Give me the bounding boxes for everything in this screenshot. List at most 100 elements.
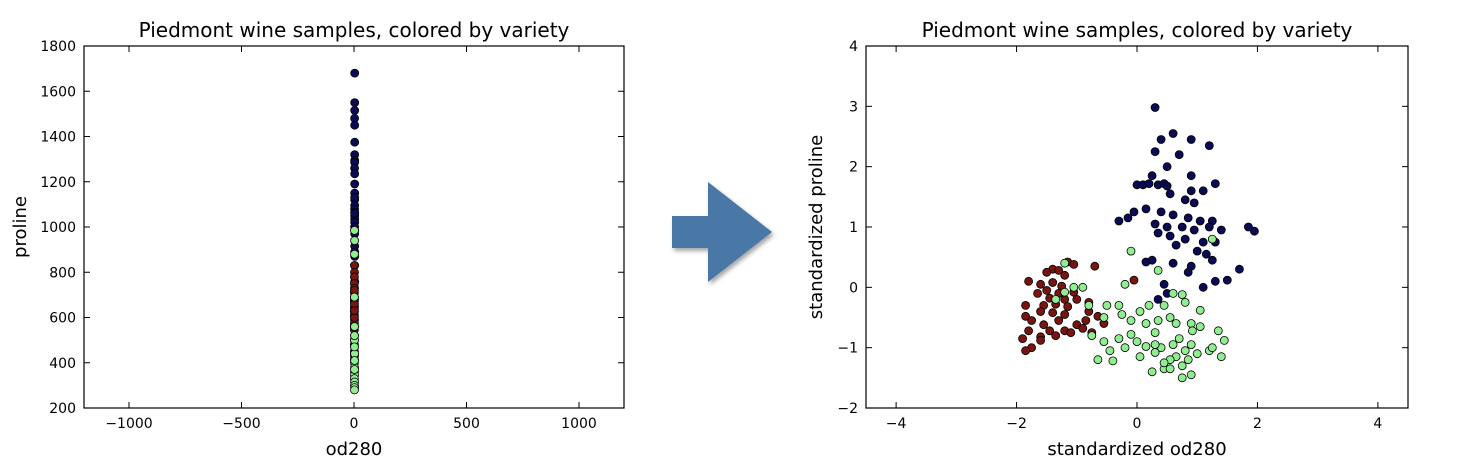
chart-left-point-series-2 (350, 225, 359, 235)
chart-right-point-series-2 (1165, 364, 1175, 374)
chart-right-point-series-0 (1210, 179, 1220, 189)
chart-left-point-series-0 (350, 179, 360, 189)
right-arrow-icon (672, 182, 772, 282)
chart-left-point-series-2 (350, 322, 359, 332)
chart-right-point-series-0 (1186, 186, 1196, 196)
chart-right-point-series-0 (1186, 171, 1196, 181)
chart-left-x-tick-label: −500 (222, 416, 260, 432)
chart-right-y-tick-label: 1 (849, 220, 858, 236)
chart-right-point-series-0 (1186, 135, 1196, 144)
chart-left-y-tick-label: 1600 (40, 84, 76, 100)
chart-right-point-series-2 (1186, 340, 1196, 350)
chart-right-point-series-2 (1177, 361, 1187, 371)
chart-right-point-series-0 (1159, 279, 1169, 289)
chart-right-point-series-2 (1177, 290, 1187, 300)
chart-right-point-series-2 (1192, 349, 1202, 359)
chart-left-point-series-0 (350, 208, 360, 218)
chart-right-point-series-0 (1198, 237, 1208, 247)
chart-right-point-series-0 (1153, 228, 1163, 238)
chart-left-point-series-0 (350, 106, 360, 115)
chart-right-point-series-2 (1114, 300, 1124, 310)
chart-right-point-series-0 (1180, 195, 1190, 205)
chart-right-point-series-2 (1120, 343, 1130, 353)
chart-right-point-series-2 (1069, 282, 1079, 292)
chart-right-point-series-2 (1153, 316, 1163, 325)
chart-right-y-tick-label: 2 (849, 160, 858, 176)
chart-right-point-series-0 (1180, 234, 1190, 244)
chart-right-point-series-0 (1183, 213, 1193, 223)
chart-right-point-series-1 (1036, 335, 1045, 345)
chart-right-point-series-0 (1222, 275, 1232, 285)
chart-right: Piedmont wine samples, colored by variet… (806, 18, 1409, 460)
chart-left-y-tick-label: 1400 (40, 130, 76, 146)
chart-right-point-series-1 (1063, 302, 1073, 312)
chart-right-point-series-2 (1150, 328, 1160, 338)
chart-right-point-series-2 (1132, 337, 1142, 347)
chart-right-point-series-1 (1090, 261, 1100, 271)
chart-left-x-tick-label: −1000 (105, 416, 152, 432)
chart-right-point-series-0 (1168, 210, 1178, 220)
chart-right-point-series-2 (1099, 313, 1109, 322)
chart-right-point-series-0 (1198, 186, 1208, 196)
chart-left-point-series-2 (350, 342, 359, 352)
chart-right-point-series-0 (1183, 267, 1193, 277)
chart-right-y-tick-label: 4 (849, 39, 858, 55)
chart-left-points (349, 68, 360, 395)
chart-left-y-axis-label: proline (10, 196, 31, 258)
chart-right-point-series-1 (1042, 267, 1052, 277)
chart-right-point-series-0 (1147, 255, 1157, 265)
chart-right-point-series-0 (1150, 147, 1160, 157)
chart-right-point-series-2 (1126, 246, 1136, 256)
chart-left-y-tick-label: 1200 (40, 175, 76, 191)
chart-right-point-series-0 (1210, 276, 1220, 286)
chart-right-point-series-1 (1021, 311, 1030, 321)
chart-right-point-series-1 (1054, 265, 1064, 275)
chart-left-point-series-0 (350, 120, 360, 130)
chart-right-point-series-0 (1171, 240, 1181, 250)
chart-right-point-series-0 (1129, 207, 1139, 217)
chart-right-point-series-2 (1105, 346, 1115, 356)
chart-right-point-series-0 (1195, 216, 1205, 226)
chart-right-point-series-0 (1174, 150, 1184, 160)
chart-left-x-tick-label: 1000 (561, 416, 597, 432)
chart-right-point-series-0 (1201, 249, 1211, 259)
chart-right-point-series-2 (1207, 234, 1217, 244)
chart-left-y-tick-label: 600 (49, 311, 76, 327)
chart-right-point-series-0 (1207, 255, 1217, 265)
chart-right-point-series-0 (1144, 179, 1154, 189)
chart-right-point-series-0 (1177, 222, 1187, 232)
chart-left-point-series-2 (350, 365, 359, 374)
chart-right-point-series-1 (1078, 323, 1088, 333)
chart-right-point-series-1 (1072, 294, 1082, 304)
chart-left-y-tick-label: 1000 (40, 220, 76, 236)
chart-left-point-series-1 (349, 306, 359, 316)
chart-right-point-series-2 (1180, 346, 1190, 356)
chart-right-point-series-2 (1186, 319, 1196, 328)
chart-right-point-series-2 (1150, 340, 1160, 350)
chart-right-x-tick-label: −2 (1006, 416, 1027, 432)
chart-right-x-tick-label: 0 (1133, 416, 1142, 432)
chart-right-point-series-2 (1135, 352, 1145, 362)
chart-right-point-series-2 (1150, 348, 1160, 357)
chart-left-ticks: −1000 −500 0 500 1000 200 400 600 800 1000 1200 140… (40, 39, 624, 432)
chart-right-point-series-0 (1141, 204, 1151, 214)
chart-right-point-series-2 (1135, 307, 1145, 316)
chart-right-point-series-1 (1060, 270, 1070, 280)
chart-right-x-tick-label: 4 (1373, 416, 1382, 432)
chart-right-point-series-1 (1051, 331, 1061, 341)
chart-right-point-series-0 (1189, 198, 1199, 208)
chart-right-point-series-1 (1021, 346, 1030, 356)
chart-right-y-tick-label: 3 (849, 99, 858, 115)
chart-right-point-series-0 (1168, 258, 1178, 268)
chart-right-point-series-2 (1087, 331, 1097, 341)
chart-right-point-series-0 (1244, 222, 1253, 232)
chart-right-title: Piedmont wine samples, colored by variet… (922, 18, 1353, 42)
chart-right-point-series-2 (1219, 335, 1229, 345)
chart-left-point-series-2 (350, 356, 360, 365)
chart-right-point-series-2 (1213, 326, 1223, 336)
chart-right-point-series-0 (1156, 135, 1166, 144)
chart-right-point-series-2 (1093, 355, 1103, 365)
chart-right-point-series-2 (1171, 319, 1181, 328)
chart-right-point-series-1 (1042, 285, 1052, 295)
